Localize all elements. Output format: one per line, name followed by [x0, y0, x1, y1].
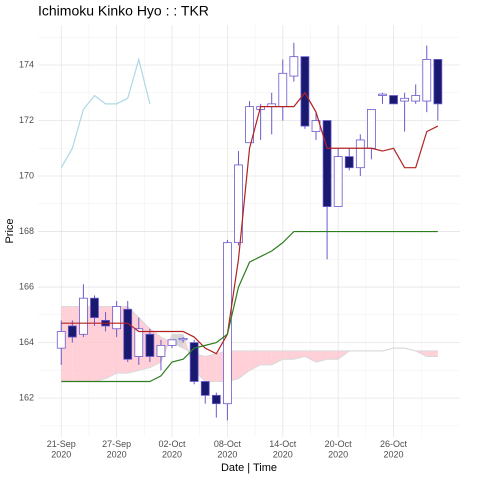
series-line — [61, 230, 438, 383]
x-tick-label: 26-Oct 2020 — [380, 439, 408, 459]
y-tick-label: 166 — [19, 281, 34, 291]
candle-body — [411, 95, 421, 102]
candle-body — [134, 328, 144, 357]
candle-body — [355, 139, 365, 169]
candle-body — [79, 297, 88, 335]
series-line — [60, 57, 151, 168]
y-tick-label: 174 — [19, 59, 34, 69]
cloud-segment — [426, 350, 438, 357]
series-line — [61, 91, 439, 355]
candle-body — [156, 344, 166, 357]
y-axis-title: Price — [4, 218, 16, 243]
candle-body — [56, 331, 66, 349]
cloud-segment — [238, 350, 250, 379]
cloud-segment — [282, 350, 294, 360]
candle-body — [112, 306, 122, 330]
x-tick-label: 14-Oct 2020 — [269, 439, 297, 459]
candle-body — [422, 59, 432, 102]
candle-body — [333, 156, 343, 207]
candle-body — [278, 72, 288, 108]
candle-body — [433, 59, 443, 105]
cloud-segment — [205, 353, 217, 382]
candle-body — [378, 93, 387, 96]
x-tick-label: 08-Oct 2020 — [214, 439, 242, 459]
candle-body — [322, 120, 332, 207]
y-tick-label: 172 — [19, 115, 34, 125]
cloud-segment — [172, 334, 184, 349]
cloud-segment — [327, 350, 339, 360]
y-tick-label: 170 — [19, 170, 34, 180]
chart-title: Ichimoku Kinko Hyo : : TKR — [38, 3, 209, 19]
candle-body — [178, 338, 188, 341]
candle-body — [189, 342, 199, 382]
cloud-segment — [260, 350, 272, 365]
cloud-segment — [61, 306, 73, 382]
candle-body — [67, 325, 77, 338]
candle-body — [123, 308, 133, 360]
x-tick-label: 20-Oct 2020 — [325, 439, 353, 459]
candle-body — [234, 164, 243, 244]
y-tick-label: 164 — [19, 337, 34, 347]
candle-body — [223, 242, 232, 405]
candle-body — [145, 333, 155, 357]
y-tick-label: 168 — [19, 226, 34, 236]
candle-body — [344, 156, 354, 169]
candle-body — [300, 56, 310, 127]
candle-body — [389, 95, 398, 105]
candle-body — [367, 108, 376, 149]
candle-body — [400, 97, 410, 102]
candle-body — [245, 106, 254, 144]
span-b-line — [61, 333, 438, 382]
x-tick-label: 27-Sep 2020 — [102, 439, 131, 459]
x-tick-label: 21-Sep 2020 — [47, 439, 76, 459]
cloud-segment — [249, 350, 261, 371]
x-tick-label: 02-Oct 2020 — [159, 439, 187, 459]
candle-body — [90, 297, 99, 319]
candle-body — [211, 394, 221, 405]
candle-body — [167, 339, 177, 346]
cloud-segment — [316, 350, 328, 363]
cloud-segment — [271, 350, 283, 365]
y-tick-label: 162 — [19, 393, 34, 403]
candle-body — [289, 56, 299, 77]
cloud-segment — [304, 350, 317, 363]
x-axis-title: Date | Time — [221, 462, 277, 474]
candle-body — [200, 381, 210, 396]
